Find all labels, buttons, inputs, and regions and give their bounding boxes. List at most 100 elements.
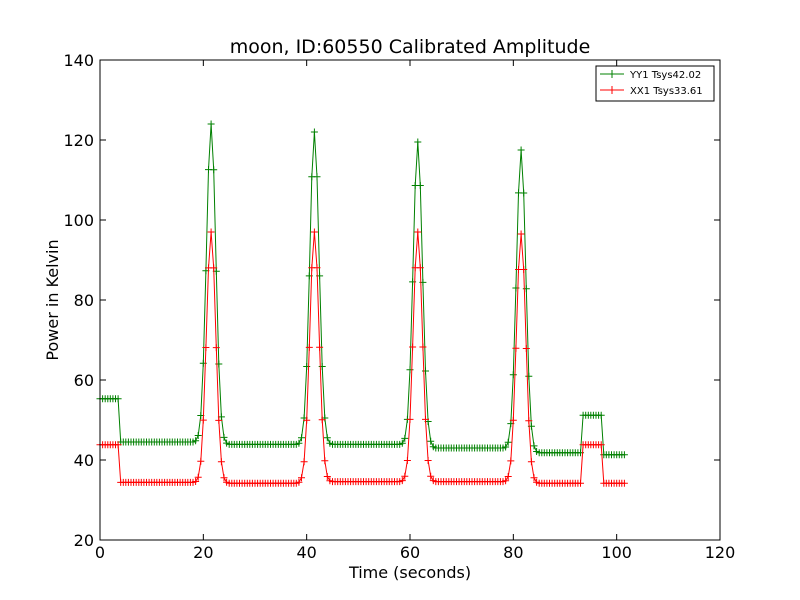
data-point	[321, 457, 329, 465]
data-point	[517, 146, 525, 154]
data-point	[509, 371, 517, 379]
data-point	[401, 472, 409, 480]
data-point	[207, 120, 215, 128]
data-point	[512, 344, 520, 352]
y-tick-label: 100	[63, 211, 94, 230]
y-tick-label: 140	[63, 51, 94, 70]
data-point	[419, 343, 427, 351]
data-point	[416, 264, 424, 272]
data-point	[323, 473, 331, 480]
data-point	[522, 345, 530, 352]
data-point	[199, 416, 207, 424]
data-point	[114, 441, 122, 449]
data-point	[530, 474, 538, 482]
x-tick-label: 0	[95, 543, 105, 562]
plot-area	[96, 59, 721, 541]
data-point	[295, 478, 303, 486]
data-point	[507, 457, 515, 465]
data-point	[298, 474, 305, 482]
data-point	[114, 395, 122, 403]
data-point	[318, 416, 326, 424]
data-point	[310, 228, 318, 236]
data-point	[427, 437, 435, 445]
data-point	[194, 473, 202, 481]
data-point	[530, 442, 538, 450]
data-point	[422, 367, 429, 375]
legend-label-xx1: XX1 Tsys33.61	[630, 86, 703, 97]
data-point	[323, 434, 331, 442]
data-point	[422, 415, 429, 423]
data-point	[620, 451, 628, 459]
data-point	[210, 264, 218, 272]
data-point	[310, 128, 318, 136]
data-point	[215, 416, 223, 424]
y-tick-label: 40	[74, 451, 94, 470]
data-point	[504, 438, 512, 446]
y-axis-label: Power in Kelvin	[43, 239, 62, 360]
data-point	[577, 479, 584, 487]
data-point	[217, 458, 225, 466]
data-point	[192, 437, 200, 445]
data-point	[220, 433, 228, 441]
legend-entry-xx1: XX1 Tsys33.61	[600, 86, 703, 97]
data-point	[414, 228, 422, 236]
data-point	[414, 138, 422, 146]
data-point	[525, 372, 533, 380]
data-point	[520, 266, 528, 273]
x-tick-label: 80	[503, 543, 523, 562]
data-point	[620, 479, 628, 487]
data-point	[502, 443, 510, 451]
data-point	[527, 458, 535, 466]
data-point	[202, 344, 210, 351]
data-point	[597, 441, 605, 449]
x-tick-label: 120	[705, 543, 736, 562]
series-xx1	[96, 228, 628, 487]
legend-marker-xx1	[608, 86, 616, 94]
data-point	[504, 473, 512, 480]
data-point	[210, 166, 218, 174]
data-point	[212, 344, 220, 352]
data-point	[517, 230, 525, 238]
legend-box	[595, 65, 715, 102]
data-point	[300, 458, 308, 466]
y-tick-label: 20	[74, 531, 94, 550]
data-point	[406, 366, 414, 374]
data-point	[305, 343, 313, 351]
data-point	[401, 434, 409, 442]
chart-title: moon, ID:60550 Calibrated Amplitude	[230, 36, 591, 58]
data-point	[525, 417, 533, 425]
data-point	[398, 477, 406, 485]
data-point	[220, 474, 228, 482]
data-point	[313, 173, 321, 181]
legend-label-yy1: YY1 Tsys42.02	[629, 70, 701, 81]
data-point	[409, 343, 417, 351]
data-point	[406, 415, 414, 423]
series-yy1	[96, 120, 628, 459]
legend: YY1 Tsys42.02 XX1 Tsys33.61	[595, 65, 715, 102]
x-tick-label: 20	[193, 543, 213, 562]
x-tick-label: 40	[296, 543, 316, 562]
data-point	[316, 343, 324, 351]
data-point	[303, 416, 311, 424]
data-point	[398, 439, 406, 447]
data-point	[192, 478, 200, 485]
y-tick-label: 80	[74, 291, 94, 310]
data-point	[424, 457, 432, 464]
data-point	[197, 457, 205, 465]
y-tick-label: 120	[63, 131, 94, 150]
data-point	[597, 411, 605, 419]
legend-marker-yy1	[608, 70, 616, 78]
x-tick-label: 100	[601, 543, 632, 562]
data-point	[194, 432, 202, 439]
legend-entry-yy1: YY1 Tsys42.02	[600, 70, 701, 81]
data-point	[502, 477, 510, 485]
x-axis: 0 20 40 60 80 100 120	[95, 60, 735, 562]
x-tick-label: 60	[400, 543, 420, 562]
data-point	[207, 228, 215, 236]
data-point	[313, 264, 321, 272]
data-point	[509, 416, 517, 424]
data-point	[520, 189, 528, 197]
data-point	[416, 182, 424, 189]
y-axis: 20 40 60 80 100 120 140	[63, 51, 720, 550]
